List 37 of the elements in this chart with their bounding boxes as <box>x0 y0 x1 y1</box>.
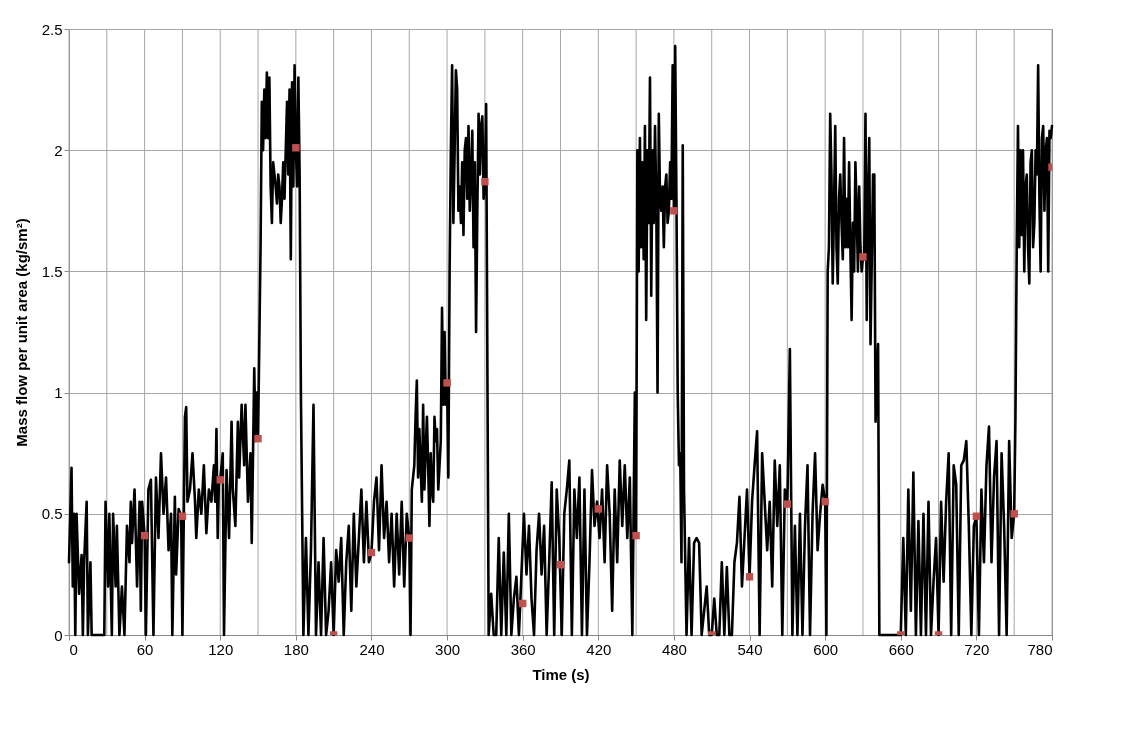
x-tick-label: 720 <box>964 640 990 658</box>
y-tick-label: 1.5 <box>41 262 63 280</box>
y-tick-label: 1 <box>54 384 63 402</box>
point <box>859 253 867 261</box>
point <box>443 379 451 387</box>
point <box>292 144 300 152</box>
point <box>405 534 413 542</box>
x-tick-label: 0 <box>69 640 78 658</box>
x-tick-label: 300 <box>435 640 461 658</box>
x-tick-label: 780 <box>1027 640 1053 658</box>
point <box>1010 510 1018 518</box>
point <box>632 531 640 540</box>
point <box>481 178 489 186</box>
x-tick-label: 360 <box>510 640 536 658</box>
x-tick-label: 600 <box>813 640 839 658</box>
x-axis-title: Time (s) <box>532 665 590 683</box>
point <box>254 434 262 443</box>
point <box>670 207 678 215</box>
x-tick-label: 240 <box>359 640 385 658</box>
point <box>594 505 603 513</box>
y-axis-title: Mass flow per unit area (kg/sm²) <box>12 218 30 447</box>
line-series <box>67 44 1054 637</box>
point <box>783 500 792 508</box>
y-tick-label: 0.5 <box>41 505 63 523</box>
point <box>821 497 829 506</box>
y-tick-label: 2 <box>54 141 63 159</box>
point <box>216 476 224 484</box>
point <box>745 573 754 581</box>
x-tick-label: 420 <box>586 640 612 658</box>
x-tick-label: 480 <box>661 640 687 658</box>
x-tick-label: 540 <box>737 640 763 658</box>
y-tick-label: 0 <box>54 626 63 644</box>
x-tick-label: 180 <box>283 640 309 658</box>
x-tick-label: 660 <box>888 640 914 658</box>
x-tick-label: 60 <box>136 640 154 658</box>
y-tick-label: 2.5 <box>41 20 63 38</box>
x-tick-label: 120 <box>208 640 234 658</box>
